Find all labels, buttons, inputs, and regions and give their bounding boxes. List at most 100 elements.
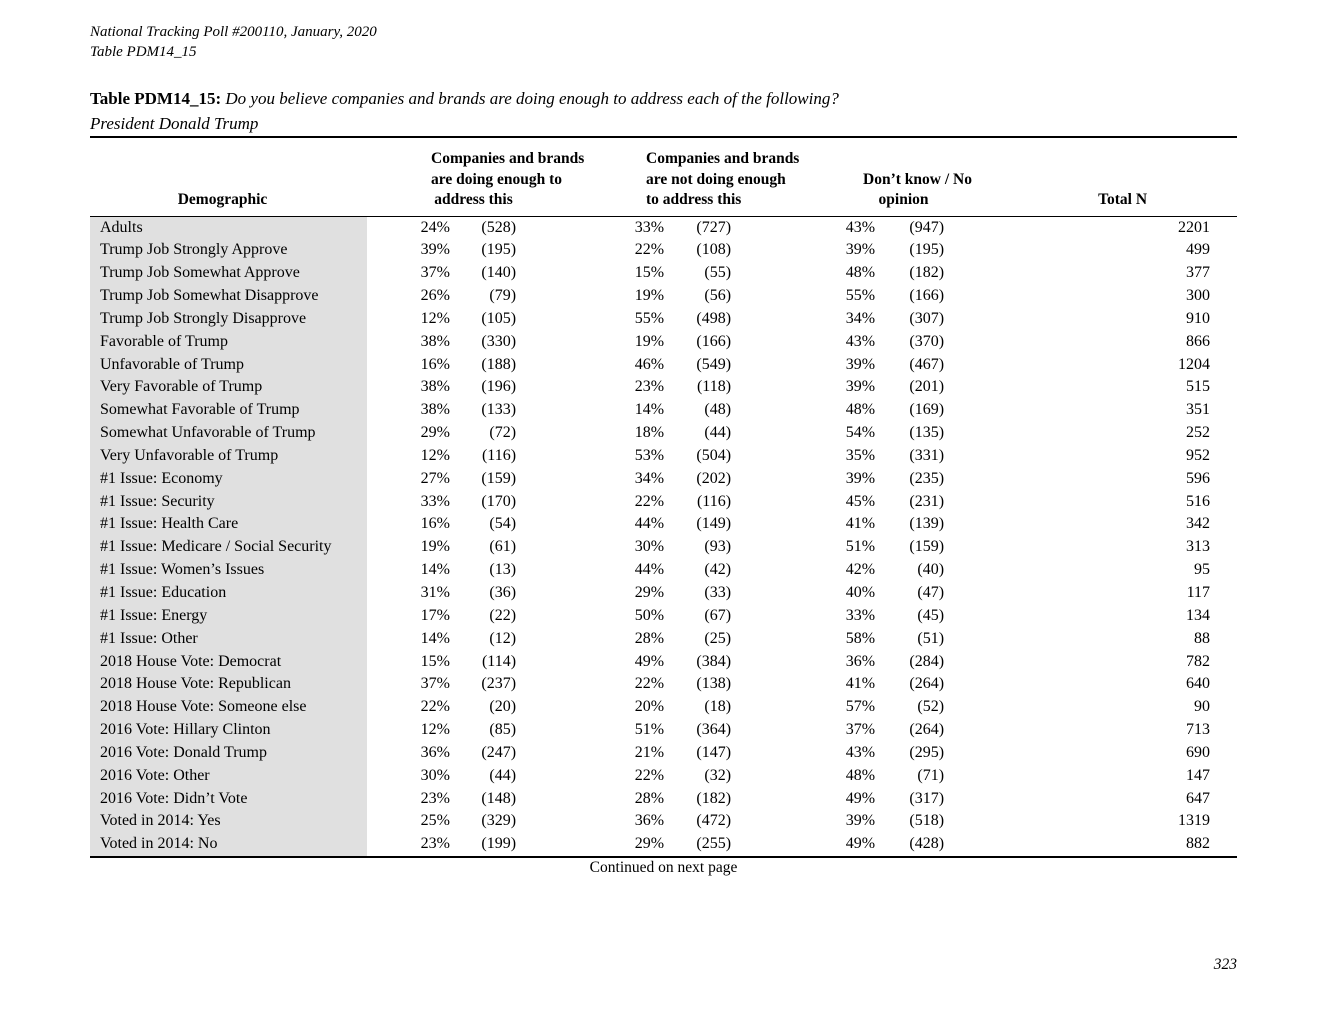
table-row: #1 Issue: Other 14% (12) 28% (25) 58% (51) 88 bbox=[90, 627, 1237, 651]
row-dont-know-pct: 49% bbox=[845, 789, 876, 807]
row-dont-know-pct: 41% bbox=[845, 675, 876, 693]
row-dont-know-pct: 39% bbox=[845, 812, 876, 830]
table-row: 2018 House Vote: Democrat 15% (114) 49% (384… bbox=[90, 650, 1237, 674]
row-doing-enough-n: (105) bbox=[481, 309, 517, 327]
row-dont-know-n: (159) bbox=[909, 538, 945, 556]
row-doing-enough-pct: 19% bbox=[420, 538, 450, 556]
row-not-doing-enough-n: (42) bbox=[704, 561, 732, 579]
row-dont-know-n: (231) bbox=[909, 492, 945, 510]
row-dont-know-n: (40) bbox=[917, 561, 945, 579]
poll-title-line: National Tracking Poll #200110, January,… bbox=[90, 24, 377, 40]
row-doing-enough-pct: 14% bbox=[420, 561, 450, 579]
row-not-doing-enough-pct: 28% bbox=[634, 629, 665, 647]
table-row: Very Unfavorable of Trump 12% (116) 53% (504… bbox=[90, 444, 1237, 468]
row-not-doing-enough-n: (149) bbox=[696, 515, 732, 533]
row-doing-enough-n: (170) bbox=[481, 492, 517, 510]
row-doing-enough-pct: 23% bbox=[420, 789, 450, 807]
row-not-doing-enough-n: (727) bbox=[696, 218, 732, 236]
row-dont-know-n: (264) bbox=[909, 721, 945, 739]
row-dont-know-pct: 43% bbox=[845, 332, 876, 350]
row-doing-enough-n: (22) bbox=[489, 606, 517, 624]
row-doing-enough-n: (140) bbox=[481, 264, 517, 282]
row-demographic: #1 Issue: Women’s Issues bbox=[90, 559, 367, 582]
row-not-doing-enough-pct: 29% bbox=[634, 584, 665, 601]
row-dont-know-n: (317) bbox=[909, 789, 945, 807]
row-dont-know-pct: 40% bbox=[845, 584, 876, 601]
row-total-n: 95 bbox=[1194, 561, 1211, 579]
row-dont-know-n: (428) bbox=[909, 835, 945, 853]
row-dont-know-n: (284) bbox=[909, 652, 945, 670]
row-not-doing-enough-n: (549) bbox=[696, 355, 732, 373]
row-demographic: Favorable of Trump bbox=[90, 330, 367, 354]
row-dont-know-pct: 34% bbox=[845, 309, 876, 327]
table-row: Trump Job Strongly Approve 39% (195) 22% (10… bbox=[90, 239, 1237, 263]
row-demographic: #1 Issue: Economy bbox=[90, 467, 367, 491]
row-dont-know-n: (139) bbox=[909, 515, 945, 533]
row-not-doing-enough-pct: 28% bbox=[634, 789, 665, 807]
row-dont-know-pct: 33% bbox=[845, 606, 876, 624]
row-dont-know-pct: 54% bbox=[845, 424, 876, 442]
row-doing-enough-n: (329) bbox=[481, 812, 517, 830]
row-not-doing-enough-n: (472) bbox=[696, 812, 732, 830]
row-demographic: Trump Job Strongly Disapprove bbox=[90, 307, 367, 331]
table-row: #1 Issue: Energy 17% (22) 50% (67) 33% (45) 134 bbox=[90, 604, 1237, 628]
row-dont-know-pct: 57% bbox=[845, 698, 876, 716]
table-row: 2016 Vote: Didn’t Vote 23% (148) 28% (182) 49… bbox=[90, 787, 1237, 811]
row-dont-know-pct: 35% bbox=[845, 446, 876, 464]
row-total-n: 640 bbox=[1186, 675, 1211, 693]
row-dont-know-pct: 48% bbox=[845, 264, 876, 282]
row-demographic: #1 Issue: Other bbox=[90, 627, 367, 651]
col-header-not-doing-enough: Companies and brands are not doing enoug… bbox=[646, 150, 800, 208]
row-doing-enough-pct: 15% bbox=[420, 652, 450, 670]
row-doing-enough-n: (199) bbox=[481, 835, 517, 853]
page-number: 323 bbox=[1213, 956, 1237, 973]
table-row: Unfavorable of Trump 16% (188) 46% (549) 39% (… bbox=[90, 353, 1237, 377]
row-dont-know-n: (201) bbox=[909, 378, 945, 396]
table-header-row: Demographic Companies and brands are doi… bbox=[90, 137, 1237, 216]
row-doing-enough-n: (237) bbox=[481, 675, 517, 693]
table-row: Trump Job Somewhat Disapprove 26% (79) 19% (… bbox=[90, 285, 1237, 308]
row-total-n: 2201 bbox=[1178, 218, 1211, 236]
row-demographic: 2016 Vote: Donald Trump bbox=[90, 741, 367, 765]
row-doing-enough-n: (72) bbox=[489, 424, 517, 442]
row-total-n: 713 bbox=[1186, 721, 1211, 739]
row-doing-enough-pct: 12% bbox=[420, 309, 450, 327]
row-doing-enough-pct: 23% bbox=[420, 835, 450, 853]
table-row: #1 Issue: Economy 27% (159) 34% (202) 39% (235… bbox=[90, 467, 1237, 491]
row-not-doing-enough-n: (498) bbox=[696, 309, 732, 327]
row-doing-enough-pct: 12% bbox=[420, 721, 450, 739]
row-doing-enough-n: (195) bbox=[481, 241, 517, 259]
row-not-doing-enough-n: (67) bbox=[704, 606, 732, 624]
row-total-n: 866 bbox=[1186, 332, 1211, 350]
row-doing-enough-n: (54) bbox=[489, 515, 517, 533]
row-total-n: 910 bbox=[1186, 309, 1211, 327]
row-doing-enough-n: (528) bbox=[481, 218, 517, 236]
row-doing-enough-pct: 27% bbox=[420, 469, 450, 487]
row-not-doing-enough-pct: 30% bbox=[634, 538, 665, 556]
col-header-total-n: Total N bbox=[1098, 191, 1148, 208]
row-not-doing-enough-n: (182) bbox=[696, 789, 732, 807]
row-total-n: 377 bbox=[1186, 264, 1211, 282]
col-header-demographic: Demographic bbox=[177, 191, 268, 208]
row-dont-know-pct: 49% bbox=[845, 835, 876, 853]
row-dont-know-n: (51) bbox=[917, 629, 945, 647]
row-dont-know-n: (45) bbox=[917, 606, 945, 624]
row-not-doing-enough-pct: 22% bbox=[634, 766, 665, 784]
row-doing-enough-pct: 38% bbox=[420, 378, 450, 396]
row-not-doing-enough-n: (108) bbox=[696, 241, 732, 259]
row-dont-know-n: (518) bbox=[909, 812, 945, 830]
row-not-doing-enough-pct: 22% bbox=[634, 492, 665, 510]
table-row: #1 Issue: Women’s Issues 14% (13) 44% (42) 42… bbox=[90, 559, 1237, 582]
table-row: 2018 House Vote: Republican 37% (237) 22% (1… bbox=[90, 673, 1237, 697]
row-doing-enough-n: (79) bbox=[489, 287, 517, 305]
table-title-subject: President Donald Trump bbox=[90, 113, 259, 133]
row-dont-know-pct: 48% bbox=[845, 401, 876, 419]
row-total-n: 596 bbox=[1186, 469, 1211, 487]
row-doing-enough-pct: 26% bbox=[420, 287, 450, 305]
table-row: Voted in 2014: No 23% (199) 29% (255) 49% (428… bbox=[90, 833, 1237, 858]
table-row: 2018 House Vote: Someone else 22% (20) 20% (… bbox=[90, 696, 1237, 720]
row-not-doing-enough-pct: 51% bbox=[634, 721, 665, 739]
col-header-dont-know: Don’t know / No opinion bbox=[863, 170, 972, 209]
row-doing-enough-n: (196) bbox=[481, 378, 517, 396]
row-total-n: 952 bbox=[1186, 446, 1211, 464]
